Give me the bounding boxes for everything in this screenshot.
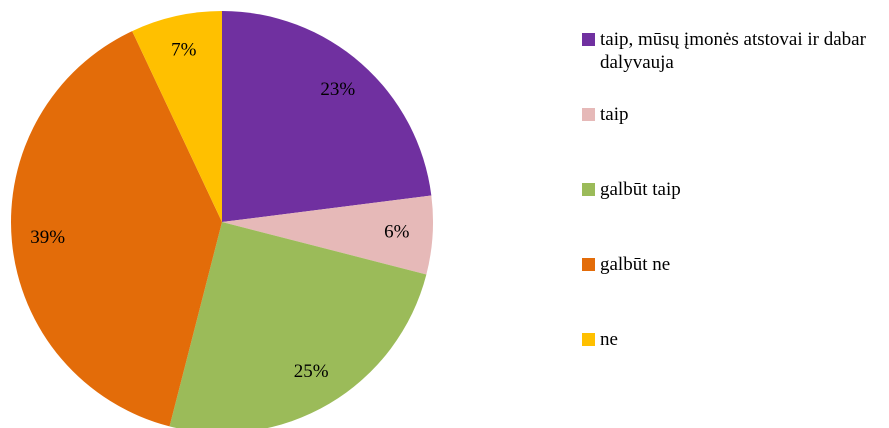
data-label: 23%	[320, 79, 355, 100]
legend-label: galbūt taip	[600, 179, 681, 200]
legend-entry: galbūt ne	[582, 253, 889, 276]
legend-swatch	[582, 33, 595, 46]
data-label: 7%	[171, 39, 197, 60]
legend-entry: ne	[582, 328, 889, 351]
legend-label: taip	[600, 104, 629, 125]
legend-entry: taip	[582, 103, 889, 126]
pie-slice	[10, 31, 223, 427]
legend-swatch	[582, 258, 595, 271]
pie-slice	[222, 195, 434, 275]
pie-slice	[169, 222, 427, 428]
pie-slice	[132, 11, 222, 222]
legend-swatch	[582, 108, 595, 121]
legend-entry: taip, mūsų įmonės atstovai ir dabar daly…	[582, 28, 889, 74]
legend-entry: galbūt taip	[582, 178, 889, 201]
legend-swatch	[582, 333, 595, 346]
data-label: 25%	[294, 361, 329, 382]
legend-label: galbūt ne	[600, 254, 671, 275]
legend-label: taip, mūsų įmonės atstovai ir dabar daly…	[600, 29, 866, 73]
legend-swatch	[582, 183, 595, 196]
data-label: 6%	[384, 221, 410, 242]
pie-slice	[222, 11, 432, 222]
legend-label: ne	[600, 329, 618, 350]
data-label: 39%	[30, 227, 65, 248]
